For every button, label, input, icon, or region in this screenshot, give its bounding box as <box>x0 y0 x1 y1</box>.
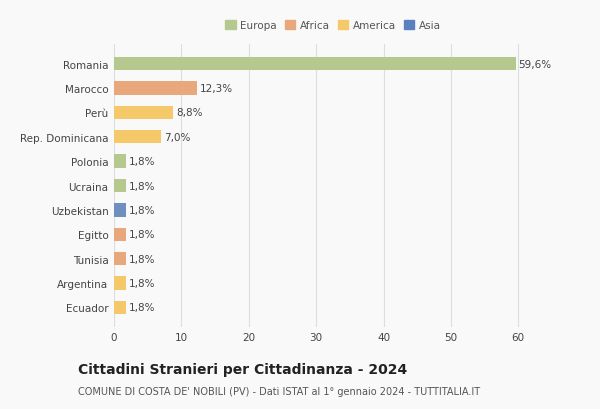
Bar <box>114 131 161 144</box>
Text: 12,3%: 12,3% <box>200 84 233 94</box>
Bar <box>114 180 126 193</box>
Bar <box>114 58 515 71</box>
Bar <box>114 204 126 217</box>
Legend: Europa, Africa, America, Asia: Europa, Africa, America, Asia <box>223 19 443 33</box>
Bar <box>114 155 126 169</box>
Text: 1,8%: 1,8% <box>129 230 155 240</box>
Text: Cittadini Stranieri per Cittadinanza - 2024: Cittadini Stranieri per Cittadinanza - 2… <box>78 362 407 376</box>
Text: 1,8%: 1,8% <box>129 157 155 167</box>
Text: 1,8%: 1,8% <box>129 279 155 288</box>
Bar <box>114 228 126 241</box>
Text: 1,8%: 1,8% <box>129 181 155 191</box>
Text: 8,8%: 8,8% <box>176 108 202 118</box>
Text: 1,8%: 1,8% <box>129 205 155 216</box>
Bar <box>114 301 126 315</box>
Bar <box>114 276 126 290</box>
Text: 7,0%: 7,0% <box>164 133 190 142</box>
Bar <box>114 82 197 96</box>
Text: COMUNE DI COSTA DE' NOBILI (PV) - Dati ISTAT al 1° gennaio 2024 - TUTTITALIA.IT: COMUNE DI COSTA DE' NOBILI (PV) - Dati I… <box>78 387 480 396</box>
Text: 59,6%: 59,6% <box>518 60 551 70</box>
Text: 1,8%: 1,8% <box>129 254 155 264</box>
Bar <box>114 252 126 266</box>
Bar <box>114 106 173 120</box>
Text: 1,8%: 1,8% <box>129 303 155 312</box>
